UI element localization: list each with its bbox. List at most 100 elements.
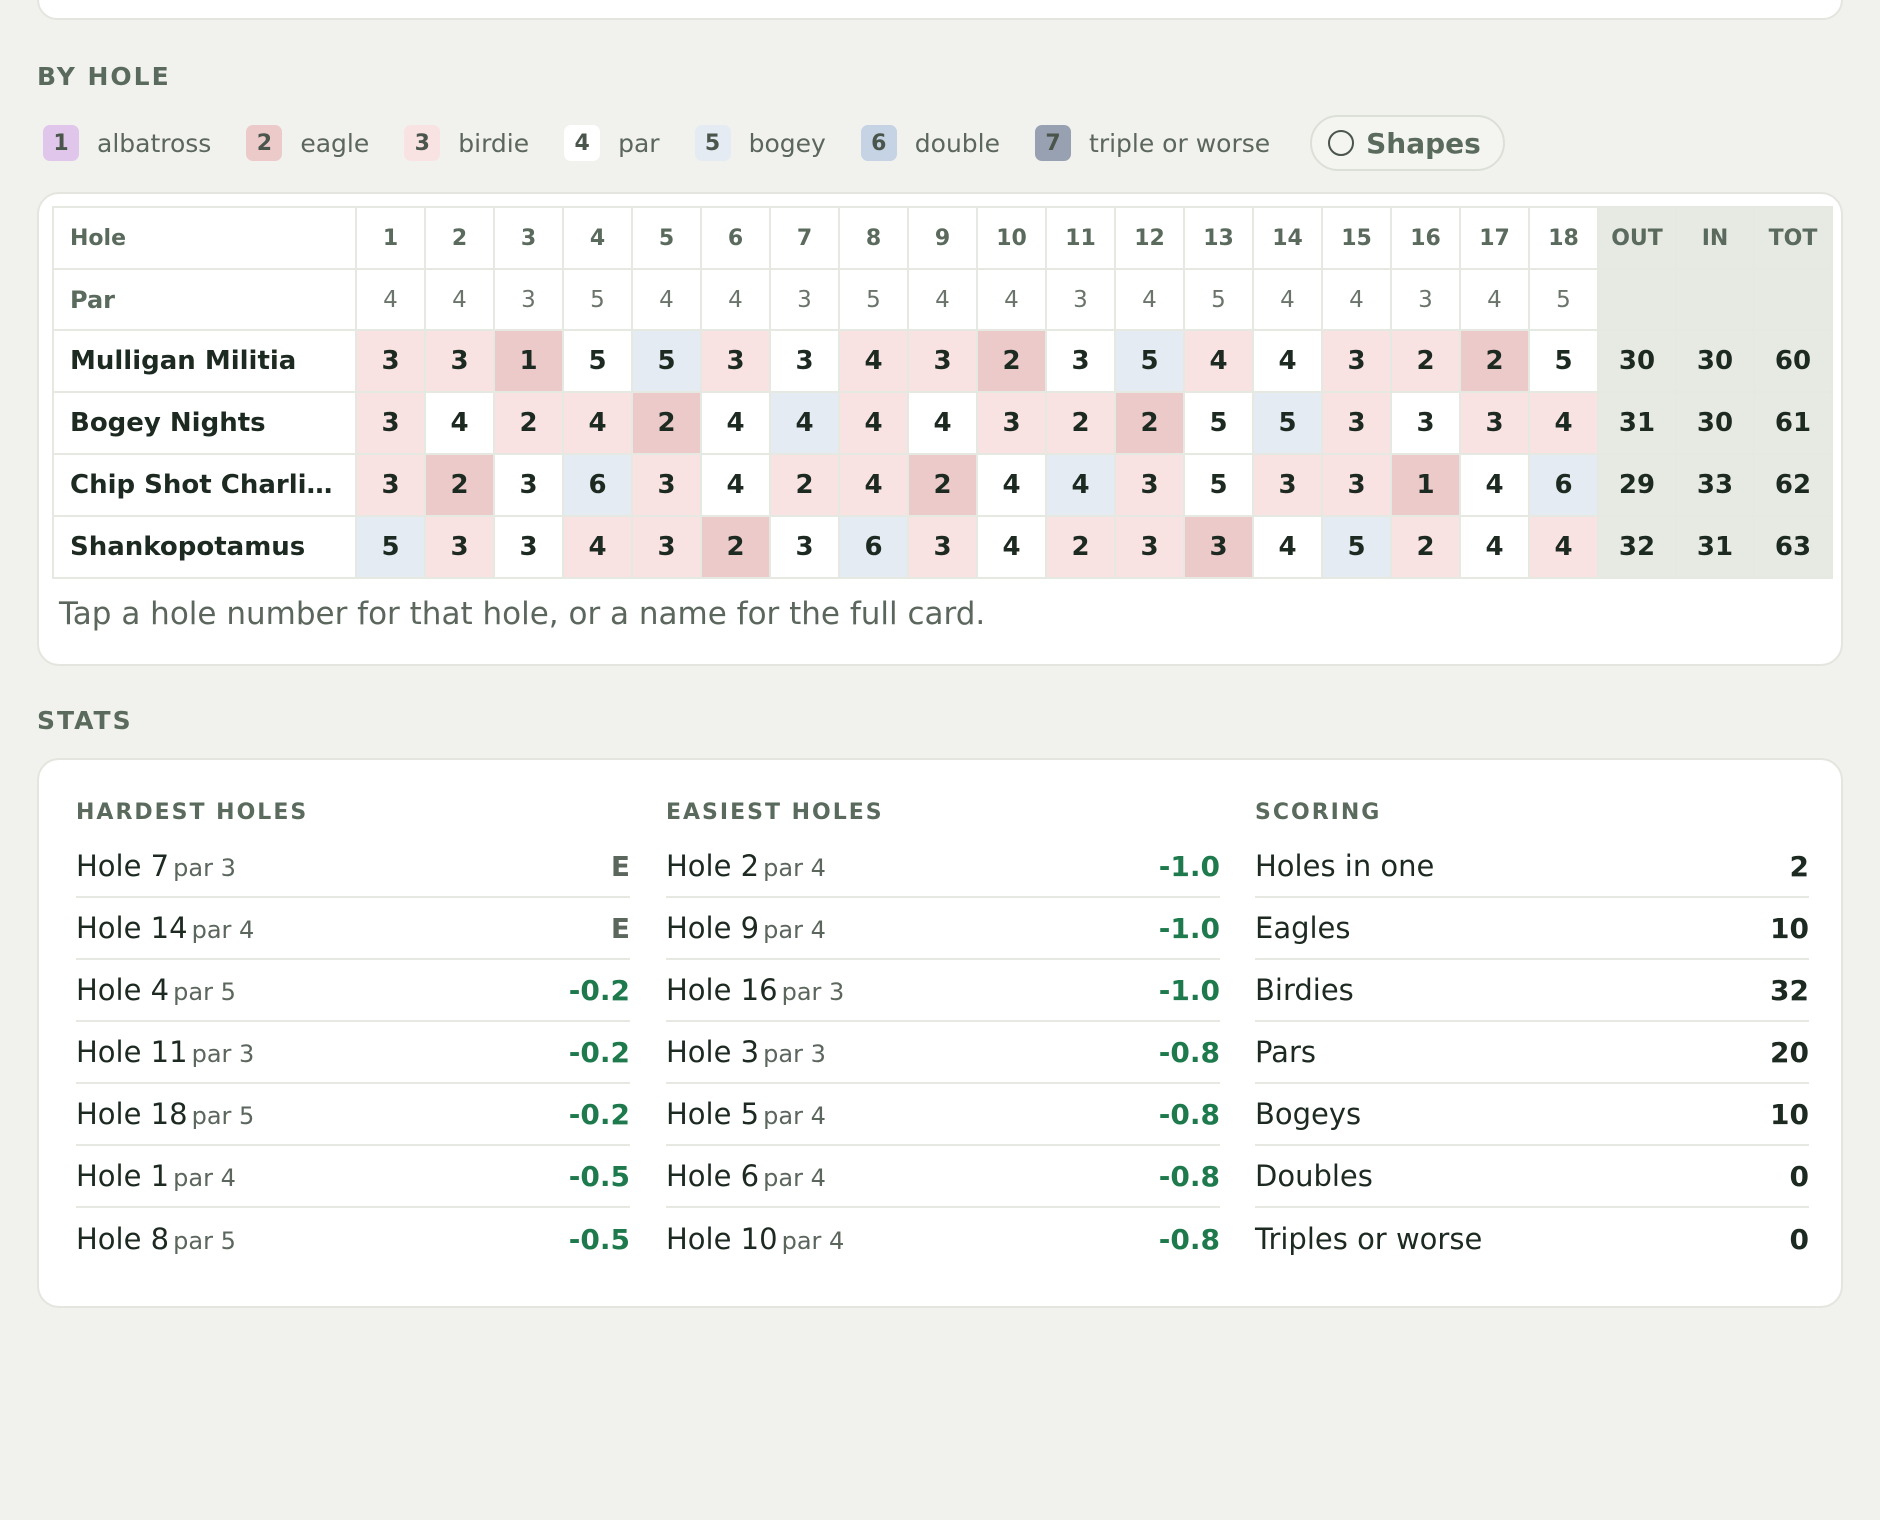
- hole-par: par 3: [781, 978, 845, 1006]
- team-name[interactable]: Shankopotamus: [52, 515, 357, 579]
- legend-label: birdie: [458, 128, 530, 158]
- hole-name: Pars: [1255, 1035, 1316, 1069]
- easiest-holes-panel: EASIEST HOLES Hole 2 par 4 -1.0 Hole 9 par 4…: [666, 800, 1220, 1270]
- score-cell: 3: [1321, 391, 1392, 455]
- stat-value: -0.8: [1158, 1035, 1220, 1069]
- total-cell: 30: [1597, 329, 1677, 393]
- score-cell: 3: [1390, 391, 1461, 455]
- par-cell: 3: [1045, 268, 1116, 331]
- hole-par: par 3: [191, 1040, 255, 1068]
- score-cell: 3: [493, 453, 564, 517]
- hole-par: par 4: [763, 1102, 826, 1130]
- team-name[interactable]: Bogey Nights: [52, 391, 357, 455]
- stat-value: 10: [1770, 1097, 1809, 1131]
- total-cell: 33: [1675, 453, 1755, 517]
- score-cell: 3: [355, 453, 426, 517]
- hole-number-11[interactable]: 11: [1045, 206, 1116, 270]
- stat-label: Hole 10 par 4: [666, 1222, 844, 1256]
- hole-number-6[interactable]: 6: [700, 206, 771, 270]
- legend-chip: 2: [246, 125, 283, 161]
- easiest-holes-title: EASIEST HOLES: [666, 800, 884, 825]
- hole-name: Hole 6: [666, 1159, 760, 1193]
- score-cell: 4: [562, 515, 633, 579]
- hole-number-14[interactable]: 14: [1252, 206, 1323, 270]
- hole-name: Hole 10: [666, 1222, 778, 1256]
- hole-number-17[interactable]: 17: [1459, 206, 1530, 270]
- hole-number-1[interactable]: 1: [355, 206, 426, 270]
- score-cell: 4: [424, 391, 495, 455]
- hole-name: Hole 8: [76, 1222, 170, 1256]
- hole-number-2[interactable]: 2: [424, 206, 495, 270]
- hardest-row: Hole 7 par 3 E: [76, 836, 630, 898]
- score-cell: 2: [769, 453, 840, 517]
- hole-name: Hole 16: [666, 973, 778, 1007]
- hole-number-16[interactable]: 16: [1390, 206, 1461, 270]
- par-cell: 3: [769, 268, 840, 331]
- hole-number-8[interactable]: 8: [838, 206, 909, 270]
- score-cell: 3: [976, 391, 1047, 455]
- score-cell: 2: [1045, 391, 1116, 455]
- par-cell: 5: [1183, 268, 1254, 331]
- hole-number-3[interactable]: 3: [493, 206, 564, 270]
- hole-name: Hole 3: [666, 1035, 760, 1069]
- par-total-cell: [1675, 268, 1755, 331]
- stat-label: Hole 7 par 3: [76, 849, 236, 883]
- hole-number-15[interactable]: 15: [1321, 206, 1392, 270]
- legend-eagle: 2 eagle: [246, 125, 369, 161]
- shapes-toggle-button[interactable]: Shapes: [1310, 115, 1505, 171]
- score-cell: 3: [1045, 329, 1116, 393]
- hole-number-12[interactable]: 12: [1114, 206, 1185, 270]
- hole-name: Hole 18: [76, 1097, 188, 1131]
- hole-name: Triples or worse: [1255, 1222, 1483, 1256]
- stat-label: Hole 3 par 3: [666, 1035, 826, 1069]
- stat-label: Hole 1 par 4: [76, 1159, 236, 1193]
- total-cell: 30: [1675, 391, 1755, 455]
- stat-label: Hole 6 par 4: [666, 1159, 826, 1193]
- hole-number-4[interactable]: 4: [562, 206, 633, 270]
- par-cell: 4: [1459, 268, 1530, 331]
- score-cell: 4: [769, 391, 840, 455]
- hole-number-13[interactable]: 13: [1183, 206, 1254, 270]
- hole-number-18[interactable]: 18: [1528, 206, 1599, 270]
- total-header-in: IN: [1675, 206, 1755, 270]
- score-cell: 2: [1390, 329, 1461, 393]
- score-cell: 3: [1114, 453, 1185, 517]
- par-header: Par: [52, 268, 357, 331]
- total-cell: 61: [1753, 391, 1833, 455]
- stat-value: E: [610, 849, 630, 883]
- stat-value: -0.8: [1158, 1159, 1220, 1193]
- team-name[interactable]: Mulligan Militia: [52, 329, 357, 393]
- total-cell: 60: [1753, 329, 1833, 393]
- score-cell: 4: [1459, 453, 1530, 517]
- easiest-row: Hole 10 par 4 -0.8: [666, 1208, 1220, 1270]
- total-cell: 63: [1753, 515, 1833, 579]
- team-row: Shankopotamus 5 3 3 4 3 2 3 6 3 4 2 3 3 4 5 2 4 4 32 31 63: [52, 515, 1833, 579]
- easiest-row: Hole 9 par 4 -1.0: [666, 898, 1220, 960]
- team-name[interactable]: Chip Shot Charli…: [52, 453, 357, 517]
- score-cell: 3: [1459, 391, 1530, 455]
- hole-number-5[interactable]: 5: [631, 206, 702, 270]
- total-cell: 62: [1753, 453, 1833, 517]
- score-cell: 3: [1114, 515, 1185, 579]
- hole-number-10[interactable]: 10: [976, 206, 1047, 270]
- stat-label: Doubles: [1255, 1159, 1373, 1193]
- hole-par: par 4: [763, 854, 826, 882]
- hardest-row: Hole 8 par 5 -0.5: [76, 1208, 630, 1270]
- hole-header: Hole: [52, 206, 357, 270]
- score-cell: 2: [700, 515, 771, 579]
- score-cell: 4: [1045, 453, 1116, 517]
- hole-number-9[interactable]: 9: [907, 206, 978, 270]
- stat-label: Hole 14 par 4: [76, 911, 254, 945]
- score-cell: 5: [1114, 329, 1185, 393]
- hole-number-7[interactable]: 7: [769, 206, 840, 270]
- score-cell: 2: [493, 391, 564, 455]
- hole-name: Eagles: [1255, 911, 1351, 945]
- hole-par: par 4: [763, 1164, 826, 1192]
- par-total-cell: [1753, 268, 1833, 331]
- hole-name: Birdies: [1255, 973, 1354, 1007]
- par-cell: 3: [493, 268, 564, 331]
- score-cell: 5: [1321, 515, 1392, 579]
- stat-label: Hole 8 par 5: [76, 1222, 236, 1256]
- hole-name: Doubles: [1255, 1159, 1373, 1193]
